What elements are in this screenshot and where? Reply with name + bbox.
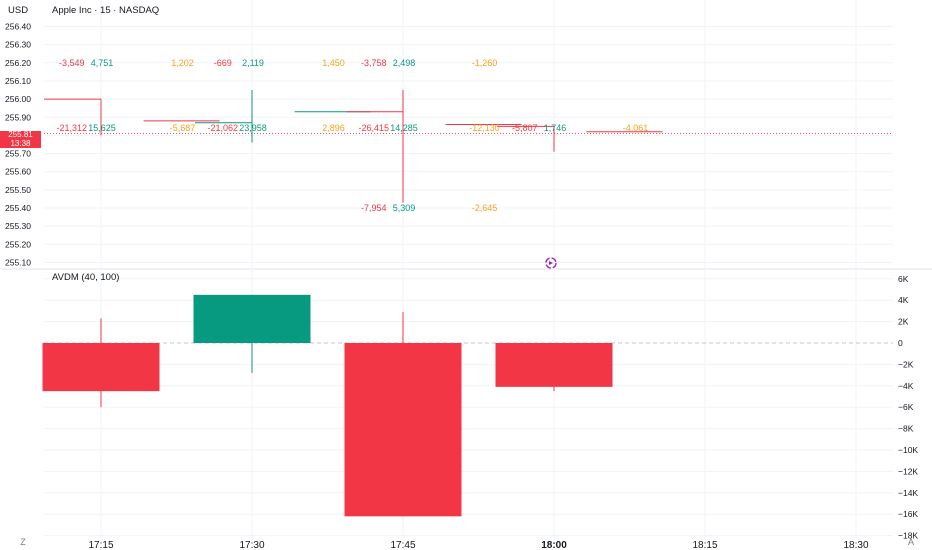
volume-annotation: 23,958: [239, 123, 267, 133]
volume-annotation: -2,645: [472, 203, 498, 213]
volume-annotation: 4,751: [91, 58, 114, 68]
price-tick-label: 256.20: [5, 58, 31, 68]
indicator-tick-label: −4K: [898, 381, 914, 391]
replay-icon[interactable]: [543, 256, 559, 270]
indicator-axis: 6K 4K 2K 0 −2K −4K −6K −8K −10K −12K −14K −16K −18K: [898, 274, 918, 541]
volume-annotation: 2,896: [322, 123, 345, 133]
volume-annotations: -3,549 4,751 1,202 -669 2,119 1,450 -3,758 2,49…: [57, 58, 649, 213]
indicator-tick-label: −14K: [898, 488, 918, 498]
time-tick-label: 18:15: [692, 540, 717, 550]
volume-annotation: 1,746: [544, 123, 567, 133]
indicator-tick-label: −2K: [898, 359, 914, 369]
price-bars: [44, 90, 663, 203]
price-tick-label: 255.30: [5, 221, 31, 231]
indicator-tick-label: −16K: [898, 509, 918, 519]
volume-annotation: -26,415: [359, 123, 390, 133]
price-tick-label: 255.60: [5, 167, 31, 177]
price-tick-label: 256.40: [5, 22, 31, 32]
volume-annotation: 15,625: [88, 123, 116, 133]
time-tick-label: 18:30: [843, 540, 868, 550]
price-tick-label: 255.20: [5, 239, 31, 249]
auto-scale-button[interactable]: A: [907, 537, 914, 547]
volume-annotation: 5,309: [393, 203, 416, 213]
volume-annotation: -3,758: [361, 58, 387, 68]
price-tick-label: 255.70: [5, 149, 31, 159]
price-tick-label: 255.50: [5, 185, 31, 195]
price-tick-label: 256.30: [5, 40, 31, 50]
volume-annotation: 1,202: [171, 58, 194, 68]
volume-annotation: -21,312: [57, 123, 88, 133]
symbol-title[interactable]: Apple Inc · 15 · NASDAQ: [52, 5, 160, 16]
volume-annotation: -12,130: [469, 123, 500, 133]
price-tick-label: 256.10: [5, 76, 31, 86]
zoom-button[interactable]: Z: [20, 537, 26, 547]
volume-annotation: 14,285: [390, 123, 418, 133]
volume-annotation: -669: [214, 58, 232, 68]
indicator-tick-label: −10K: [898, 445, 918, 455]
volume-annotation: -21,062: [208, 123, 239, 133]
time-tick-label: 18:00: [541, 540, 567, 550]
time-tick-label: 17:30: [239, 540, 264, 550]
volume-annotation: 1,450: [322, 58, 345, 68]
price-tick-label: 256.00: [5, 94, 31, 104]
indicator-title[interactable]: AVDM (40, 100): [52, 272, 120, 283]
currency-label[interactable]: USD: [8, 5, 29, 16]
volume-annotation: -5,687: [170, 123, 196, 133]
indicator-tick-label: −8K: [898, 424, 914, 434]
volume-annotation: 2,498: [393, 58, 416, 68]
volume-annotation: -5,807: [512, 123, 538, 133]
price-tick-label: 255.40: [5, 203, 31, 213]
indicator-bars: [42, 294, 613, 517]
volume-annotation: -3,549: [59, 58, 85, 68]
price-tick-label: 255.90: [5, 112, 31, 122]
volume-annotation: -7,954: [361, 203, 387, 213]
time-tick-label: 17:45: [390, 540, 415, 550]
price-axis: 256.40 256.30 256.20 256.10 256.00 255.90 255.…: [5, 22, 31, 268]
indicator-tick-label: −18K: [898, 531, 918, 541]
countdown-value: 13:38: [10, 138, 31, 148]
volume-annotation: 2,119: [242, 58, 264, 68]
time-axis: 17:15 17:30 17:45 18:00 18:15 18:30: [88, 540, 868, 550]
indicator-tick-label: −12K: [898, 466, 918, 476]
grid: [0, 0, 932, 538]
last-price-badge: 255.81 13:38: [0, 130, 41, 148]
price-tick-label: 255.10: [5, 257, 31, 267]
indicator-tick-label: 0: [898, 338, 903, 348]
indicator-tick-label: −6K: [898, 402, 914, 412]
indicator-tick-label: 2K: [898, 317, 909, 327]
indicator-bar: [495, 343, 613, 387]
volume-annotation: -1,260: [472, 58, 498, 68]
indicator-tick-label: 4K: [898, 295, 909, 305]
volume-annotation: -4,061: [623, 123, 649, 133]
time-tick-label: 17:15: [88, 540, 113, 550]
last-price-value: 255.81: [8, 130, 33, 139]
indicator-tick-label: 6K: [898, 274, 909, 284]
